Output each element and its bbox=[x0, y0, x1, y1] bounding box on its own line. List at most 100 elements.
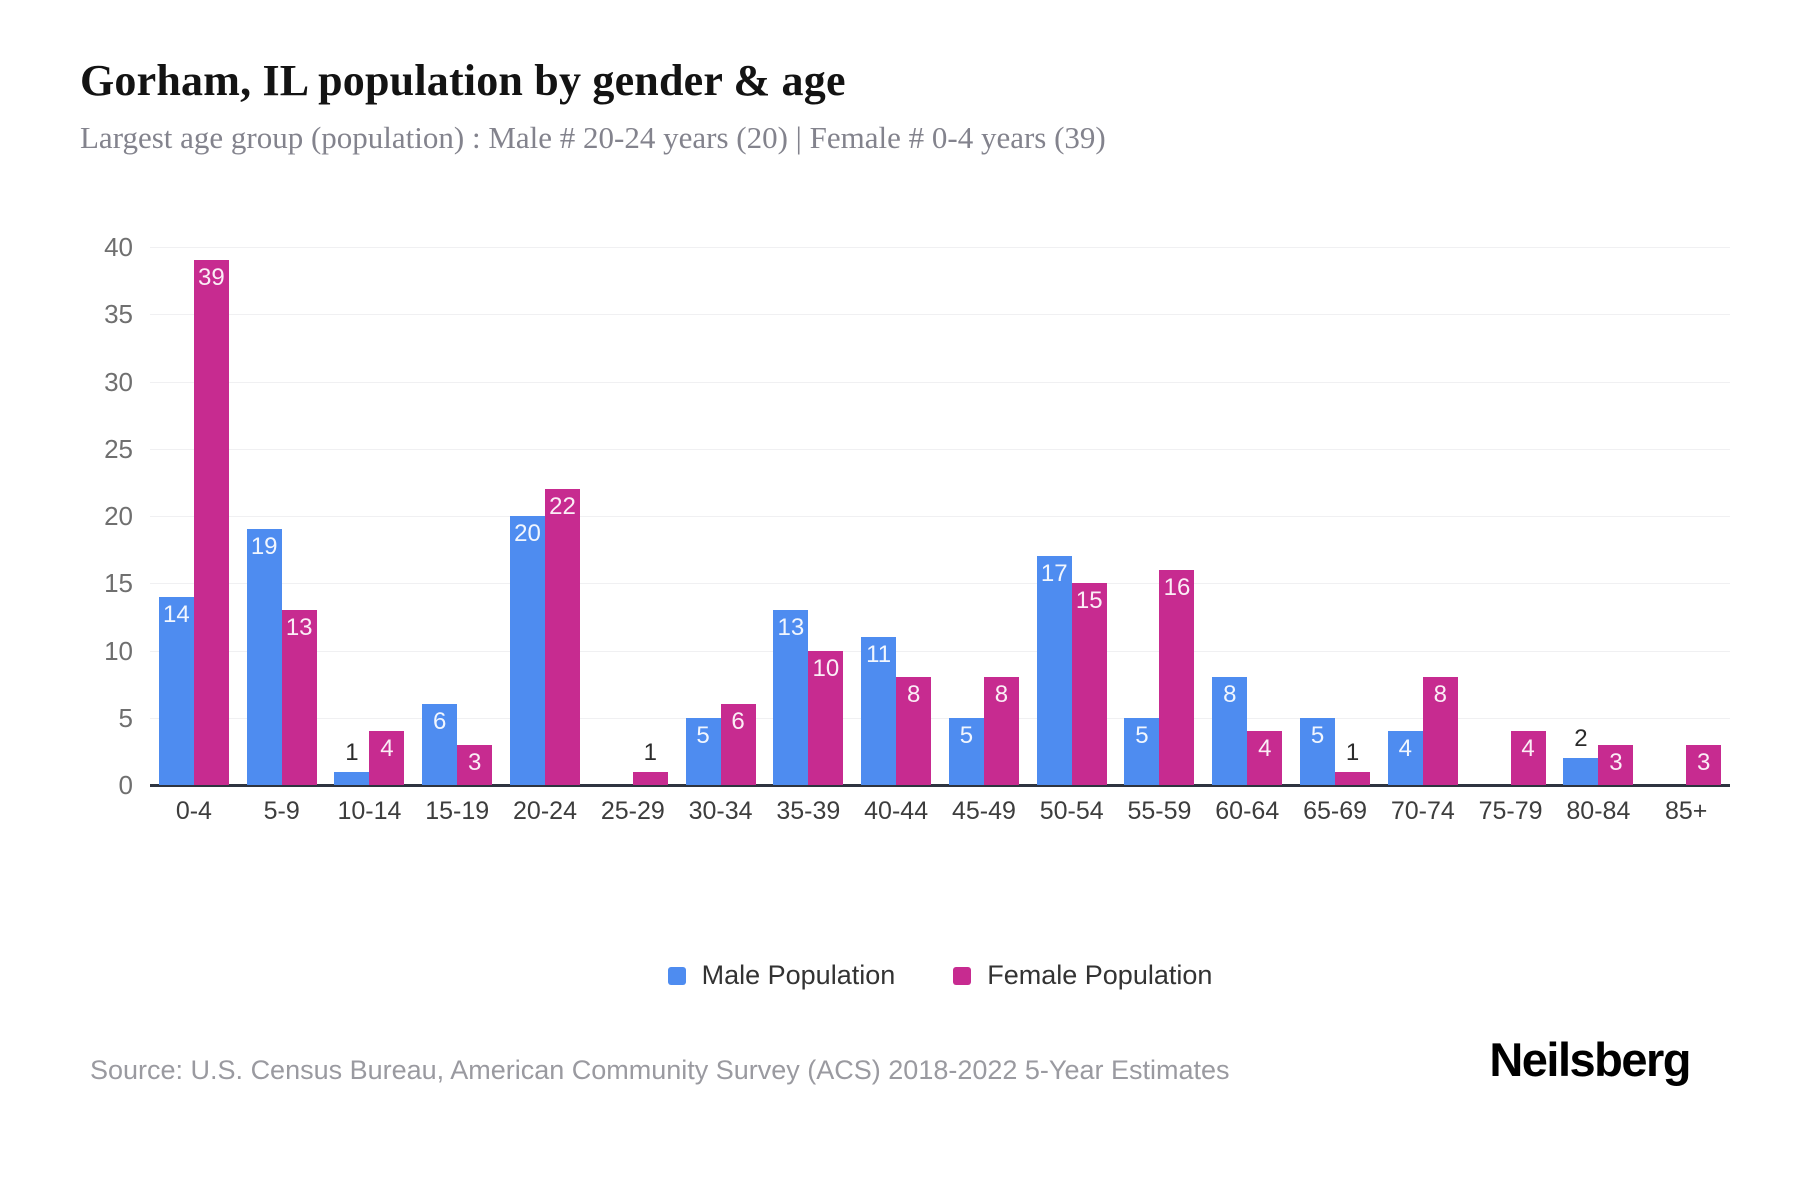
male-bar[interactable]: 19 bbox=[246, 529, 282, 785]
male-bar[interactable]: 20 bbox=[510, 516, 546, 785]
female-bar[interactable] bbox=[632, 771, 668, 785]
female-bar[interactable]: 8 bbox=[1422, 677, 1458, 785]
bar-group: 4 75-79 bbox=[1467, 247, 1555, 825]
male-bar-slot: 11 bbox=[861, 637, 897, 785]
bar-value-label: 39 bbox=[198, 264, 225, 292]
y-tick-label: 0 bbox=[118, 770, 133, 800]
female-bar[interactable]: 3 bbox=[457, 744, 493, 785]
female-bar[interactable]: 3 bbox=[1598, 744, 1634, 785]
x-tick-label: 5-9 bbox=[263, 797, 300, 825]
x-tick-label: 0-4 bbox=[175, 797, 212, 825]
female-bar[interactable]: 10 bbox=[808, 650, 844, 785]
female-bar-slot: 6 bbox=[720, 704, 756, 785]
female-bar-slot: 4 bbox=[1510, 731, 1546, 785]
bar-value-label: 1 bbox=[345, 738, 359, 766]
male-bar-slot: 17 bbox=[1036, 556, 1072, 785]
gridline bbox=[150, 381, 1730, 383]
female-bar[interactable]: 3 bbox=[1686, 744, 1722, 785]
female-bar-slot: 10 bbox=[808, 650, 844, 785]
x-tick-label: 15-19 bbox=[425, 797, 490, 825]
female-bar[interactable]: 6 bbox=[720, 704, 756, 785]
chart-title: Gorham, IL population by gender & age bbox=[80, 56, 846, 105]
bar-value-label: 6 bbox=[731, 708, 745, 736]
bar-value-label: 13 bbox=[285, 614, 313, 642]
legend-item-male[interactable]: Male Population bbox=[667, 960, 895, 991]
female-bar-slot: 22 bbox=[545, 489, 581, 785]
bar-value-label: 2 bbox=[1574, 725, 1588, 753]
bar-value-label: 5 bbox=[959, 721, 974, 749]
male-bar-slot: 5 bbox=[685, 717, 721, 785]
male-bar[interactable]: 13 bbox=[773, 610, 809, 785]
female-bar[interactable]: 8 bbox=[896, 677, 932, 785]
female-bar[interactable]: 15 bbox=[1071, 583, 1107, 785]
x-tick-label: 50-54 bbox=[1039, 797, 1104, 825]
male-bar[interactable]: 17 bbox=[1036, 556, 1072, 785]
bar-value-label: 6 bbox=[433, 708, 447, 736]
gridline bbox=[150, 314, 1730, 316]
female-bar[interactable]: 4 bbox=[369, 731, 405, 785]
male-bar[interactable] bbox=[334, 771, 370, 785]
male-bar-slot: 5 bbox=[1124, 717, 1160, 785]
male-bar[interactable] bbox=[1563, 758, 1599, 785]
bar-value-label: 1 bbox=[1345, 738, 1360, 766]
plot-area: 14 39 0-4 19 13 5-9 1 4 10-14 6 3 15-19 20 22 20-24 1 25… bbox=[150, 247, 1730, 825]
x-axis-line bbox=[150, 784, 1730, 787]
male-bar[interactable]: 11 bbox=[861, 637, 897, 785]
gridline bbox=[150, 583, 1730, 585]
male-bar[interactable]: 5 bbox=[948, 717, 984, 785]
bar-group: 1 25-29 bbox=[589, 247, 677, 825]
male-bar[interactable]: 5 bbox=[1124, 717, 1160, 785]
bar-value-label: 8 bbox=[1223, 681, 1237, 709]
gridline bbox=[150, 448, 1730, 450]
male-bar-slot: 13 bbox=[773, 610, 809, 785]
female-bar[interactable]: 22 bbox=[545, 489, 581, 785]
bar-value-label: 4 bbox=[1521, 735, 1535, 763]
bar-value-label: 3 bbox=[1696, 748, 1711, 776]
male-bar-slot: 4 bbox=[1387, 731, 1423, 785]
x-tick-label: 45-49 bbox=[951, 797, 1016, 825]
y-tick-label: 15 bbox=[104, 568, 133, 599]
male-bar-slot: 2 bbox=[1563, 725, 1599, 785]
x-tick-label: 25-29 bbox=[600, 797, 665, 825]
female-bar[interactable]: 39 bbox=[193, 260, 229, 785]
legend-label: Female Population bbox=[987, 960, 1213, 990]
female-bar[interactable]: 8 bbox=[983, 677, 1019, 785]
female-bar[interactable]: 4 bbox=[1247, 731, 1283, 785]
x-tick-label: 75-79 bbox=[1478, 797, 1543, 825]
bar-value-label: 8 bbox=[994, 681, 1009, 709]
legend-item-female[interactable]: Female Population bbox=[953, 960, 1212, 991]
y-tick-label: 40 bbox=[104, 232, 133, 262]
male-bar[interactable]: 5 bbox=[1300, 717, 1336, 785]
chart-subtitle: Largest age group (population) : Male # … bbox=[80, 120, 1106, 155]
bar-value-label: 5 bbox=[1310, 721, 1325, 749]
male-bar[interactable]: 4 bbox=[1387, 731, 1423, 785]
male-bar-slot: 19 bbox=[246, 529, 282, 785]
x-tick-label: 85+ bbox=[1664, 797, 1708, 825]
y-tick-label: 25 bbox=[104, 433, 133, 464]
female-bar-slot: 8 bbox=[1422, 677, 1458, 785]
male-bar-slot: 5 bbox=[1300, 717, 1336, 785]
female-bar-slot: 4 bbox=[1247, 731, 1283, 785]
male-bar-slot: 6 bbox=[422, 704, 458, 785]
bar-value-label: 19 bbox=[250, 533, 278, 561]
female-bar[interactable]: 16 bbox=[1159, 569, 1195, 785]
bar-group: 5 1 65-69 bbox=[1291, 247, 1379, 825]
female-bar-slot: 4 bbox=[369, 731, 405, 785]
x-tick-label: 65-69 bbox=[1303, 797, 1368, 825]
bar-value-label: 22 bbox=[549, 493, 576, 521]
male-bar[interactable]: 5 bbox=[685, 717, 721, 785]
bar-group: 2 3 80-84 bbox=[1555, 247, 1643, 825]
bar-value-label: 8 bbox=[906, 681, 921, 709]
female-bar[interactable]: 13 bbox=[281, 610, 317, 785]
bar-group: 5 6 30-34 bbox=[677, 247, 765, 825]
female-bar-slot: 8 bbox=[983, 677, 1019, 785]
bar-group: 13 10 35-39 bbox=[764, 247, 852, 825]
female-bar-slot: 3 bbox=[1598, 744, 1634, 785]
female-bar[interactable] bbox=[1335, 771, 1371, 785]
male-bar[interactable]: 8 bbox=[1212, 677, 1248, 785]
male-bar[interactable]: 6 bbox=[422, 704, 458, 785]
x-tick-label: 20-24 bbox=[513, 797, 577, 825]
female-bar[interactable]: 4 bbox=[1510, 731, 1546, 785]
male-bar[interactable]: 14 bbox=[158, 596, 194, 785]
y-tick-label: 30 bbox=[104, 366, 133, 397]
